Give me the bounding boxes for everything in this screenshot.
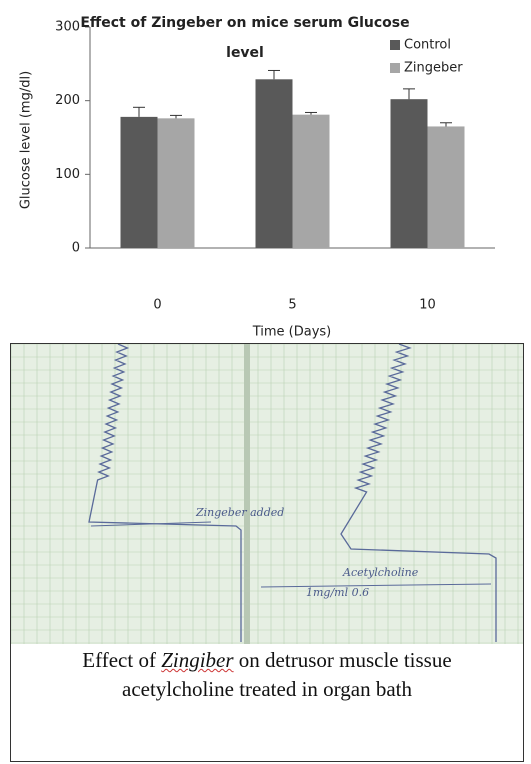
- caption-text: on detrusor muscle tissue: [238, 648, 452, 672]
- chart-title: Effect of Zingeber on mice serum Glucose…: [80, 15, 410, 61]
- chart: Glucose level (mg/dl) Time (Days) 010020…: [19, 20, 495, 340]
- y-tick-label: 300: [55, 20, 80, 35]
- y-tick-label: 0: [72, 241, 80, 256]
- caption-text: Effect of: [82, 648, 156, 672]
- trace-right: [340, 344, 497, 642]
- y-axis-label: Glucose level (mg/dl): [19, 71, 34, 209]
- caption: Effect of Zingiber on detrusor muscle ti…: [11, 646, 523, 704]
- x-axis-label: Time (Days): [252, 325, 332, 340]
- bar: [120, 116, 158, 248]
- x-tick-label: 0: [153, 298, 161, 313]
- bar: [427, 126, 465, 248]
- bar: [292, 114, 330, 248]
- x-tick-label: 10: [419, 298, 436, 313]
- annotation: Acetylcholine: [342, 566, 419, 579]
- figure-panel: Zingeber added Acetylcholine 1mg/ml 0.6 …: [10, 343, 524, 762]
- caption-text: acetylcholine treated in organ bath: [122, 677, 412, 701]
- y-tick-label: 100: [55, 167, 80, 182]
- annotation-arrow: [260, 583, 492, 588]
- y-tick-label: 200: [55, 93, 80, 108]
- photo-background: [11, 344, 523, 644]
- legend-label: Control: [404, 38, 451, 53]
- trace-left: [88, 344, 242, 642]
- annotation: 1mg/ml 0.6: [306, 586, 369, 599]
- annotation: Zingeber added: [195, 506, 284, 519]
- x-tick-label: 5: [288, 298, 296, 313]
- annotation-arrow: [90, 521, 212, 527]
- legend-swatch: [390, 63, 400, 73]
- caption-emphasis: Zingiber: [161, 648, 234, 672]
- kymograph-photo: Zingeber added Acetylcholine 1mg/ml 0.6: [11, 344, 523, 644]
- bar: [390, 99, 428, 249]
- legend-label: Zingeber: [404, 61, 463, 76]
- bar: [255, 79, 293, 248]
- bar: [157, 118, 195, 248]
- legend-swatch: [390, 40, 400, 50]
